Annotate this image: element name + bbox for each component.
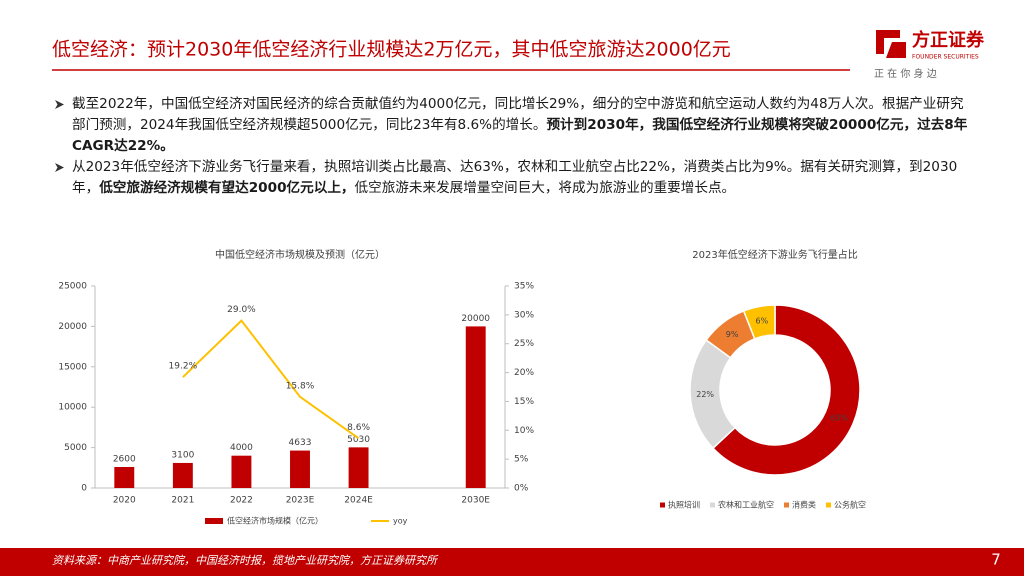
line-series <box>182 319 360 440</box>
x-tick-label: 2022 <box>230 496 253 506</box>
bullet-arrow <box>55 163 64 172</box>
bullet-emphasis: 预计到2030年，我国低空经济行业规模将突破20000亿元，过去8年CAGR达2… <box>72 117 968 154</box>
bar-value-label: 5030 <box>347 435 370 445</box>
y2-tick-label: 15% <box>514 397 534 407</box>
bar <box>114 466 135 488</box>
legend-label: 农林和工业航空 <box>718 500 774 510</box>
legend-label: 执照培训 <box>668 500 700 510</box>
legend-label: 消费类 <box>792 500 816 510</box>
x-tick-label: 2030E <box>461 496 490 506</box>
bar-value-label: 4633 <box>289 438 312 448</box>
bar-value-label: 3100 <box>171 450 194 460</box>
logo-slogan: 正 在 你 身 边 <box>874 67 937 80</box>
y-tick-label: 5000 <box>64 443 87 453</box>
donut-slice <box>711 304 861 476</box>
bullet-text: 低空旅游未来发展增量空间巨大，将成为旅游业的重要增长点。 <box>354 180 736 196</box>
bullet-arrow-shape <box>55 163 64 172</box>
y2-tick-label: 20% <box>514 368 534 378</box>
x-tick-label: 2024E <box>344 496 373 506</box>
chart-title: 2023年低空经济下游业务飞行量占比 <box>692 248 857 261</box>
slice-label: 9% <box>726 330 739 339</box>
bar <box>290 450 310 488</box>
bullet-text: 从2023年低空经济下游业务飞行量来看，执照培训类占比最高、达63%，农林和工业… <box>72 159 958 196</box>
chart-title: 中国低空经济市场规模及预测（亿元） <box>215 248 385 261</box>
slice-label: 63% <box>830 413 848 422</box>
logo-name: 方正证券 <box>912 29 985 51</box>
y-tick-label: 20000 <box>58 322 87 332</box>
bullet: 从2023年低空经济下游业务飞行量来看，执照培训类占比最高、达63%，农林和工业… <box>52 157 972 199</box>
page-number: 7 <box>991 551 1001 569</box>
x-tick-label: 2020 <box>113 496 136 506</box>
y2-tick-label: 25% <box>514 339 534 349</box>
slice-label: 6% <box>756 317 769 326</box>
y2-tick-label: 10% <box>514 426 534 436</box>
legend-swatch <box>205 518 223 524</box>
slice-label: 22% <box>696 390 714 399</box>
bullet-text: 截至2022年，中国低空经济对国民经济的综合贡献值约为4000亿元，同比增长29… <box>72 96 964 133</box>
bullet-arrow <box>55 100 64 109</box>
logo-english: FOUNDER SECURITIES <box>912 54 979 61</box>
donut-slice <box>742 304 776 340</box>
bar-value-label: 20000 <box>461 314 490 324</box>
x-tick-label: 2023E <box>286 496 315 506</box>
bar <box>172 462 193 488</box>
bullet: 截至2022年，中国低空经济对国民经济的综合贡献值约为4000亿元，同比增长29… <box>52 94 972 157</box>
legend-label: 低空经济市场规模（亿元） <box>227 516 323 526</box>
line-value-label: 15.8% <box>286 381 315 391</box>
y-tick-label: 10000 <box>58 403 87 413</box>
legend-label: 公务航空 <box>834 500 866 510</box>
bullet-arrow-shape <box>55 100 64 109</box>
source-note: 资料来源：中商产业研究院，中国经济时报，揽地产业研究院，方正证券研究所 <box>52 554 439 567</box>
y2-tick-label: 30% <box>514 310 534 320</box>
line-value-label: 19.2% <box>169 362 198 372</box>
legend-swatch <box>710 502 715 508</box>
y2-tick-label: 0% <box>514 484 529 494</box>
legend-swatch <box>826 502 831 508</box>
bar <box>348 447 369 488</box>
legend-label: yoy <box>393 517 408 526</box>
footer-band <box>0 548 1024 576</box>
x-tick-label: 2021 <box>171 496 194 506</box>
y2-tick-label: 35% <box>514 282 534 292</box>
legend-swatch <box>660 502 665 508</box>
bullet-list: 截至2022年，中国低空经济对国民经济的综合贡献值约为4000亿元，同比增长29… <box>52 94 972 199</box>
bar <box>231 455 252 488</box>
bar-value-label: 4000 <box>230 443 253 453</box>
bullet-emphasis: 低空旅游经济规模有望达2000亿元以上， <box>99 180 355 196</box>
bar <box>465 326 486 488</box>
bar-value-label: 2600 <box>113 454 136 464</box>
legend-swatch <box>784 502 789 508</box>
y-tick-label: 15000 <box>58 362 87 372</box>
y-tick-label: 0 <box>81 484 87 494</box>
line-value-label: 29.0% <box>227 305 256 315</box>
line-value-label: 8.6% <box>347 423 370 433</box>
slide-title: 低空经济：预计2030年低空经济行业规模达2万亿元，其中低空旅游达2000亿元 <box>52 39 731 61</box>
logo-icon <box>876 30 906 58</box>
y2-tick-label: 5% <box>514 455 529 465</box>
y-tick-label: 25000 <box>58 282 87 292</box>
